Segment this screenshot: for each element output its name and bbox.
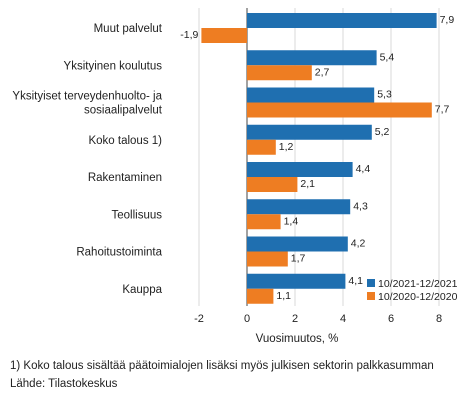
- x-tick-label: -2: [194, 313, 204, 325]
- bar: [247, 65, 312, 81]
- data-label: 2,7: [315, 66, 330, 78]
- bar: [201, 28, 247, 43]
- legend-swatch: [367, 292, 375, 300]
- x-tick-label: 8: [436, 313, 442, 325]
- data-label: -1,9: [180, 29, 198, 41]
- bar: [247, 139, 276, 155]
- x-axis-title: Vuosimuutos, %: [256, 333, 339, 345]
- bar: [247, 162, 353, 177]
- category-label: Koko talous 1): [88, 135, 162, 147]
- data-label: 4,3: [353, 200, 368, 212]
- x-tick-label: 6: [388, 313, 394, 325]
- data-label: 1,4: [284, 215, 299, 227]
- legend-swatch: [367, 279, 375, 287]
- bar: [247, 177, 298, 192]
- data-label: 5,2: [375, 126, 390, 138]
- footnote: 1) Koko talous sisältää päätoimialojen l…: [10, 360, 434, 372]
- category-label: Kauppa: [122, 284, 162, 296]
- bar: [247, 102, 432, 118]
- bar: [247, 288, 274, 304]
- bar: [247, 214, 281, 230]
- bar: [247, 199, 351, 215]
- x-tick-label: 4: [340, 313, 346, 325]
- category-label: Rakentaminen: [88, 172, 162, 184]
- data-label: 1,7: [291, 253, 306, 265]
- bar: [247, 124, 372, 140]
- bar: [247, 251, 288, 267]
- data-label: 1,2: [279, 141, 294, 153]
- data-label: 4,1: [348, 275, 363, 287]
- data-label: 1,1: [276, 290, 291, 302]
- data-label: 5,3: [377, 89, 392, 101]
- category-label: Yksityinen koulutus: [64, 60, 163, 72]
- bar: [247, 87, 375, 103]
- bar: [247, 13, 437, 28]
- bar: [247, 236, 348, 252]
- category-label: sosiaalipalvelut: [84, 105, 163, 117]
- source-note: Lähde: Tilastokeskus: [10, 378, 118, 390]
- bar: [247, 50, 377, 66]
- legend-label: 10/2020-12/2020: [378, 291, 458, 303]
- category-label: Teollisuus: [112, 209, 163, 221]
- bar: [247, 273, 346, 289]
- data-label: 4,2: [351, 238, 366, 250]
- data-label: 4,4: [356, 163, 371, 175]
- data-label: 5,4: [380, 51, 395, 63]
- bar-chart: 7,9 -1,9 Muut palvelut 5,4 2,7 Yksityinen kou…: [12, 8, 458, 345]
- legend-label: 10/2021-12/2021: [378, 278, 458, 290]
- data-label: 2,1: [300, 178, 315, 190]
- data-label: 7,7: [435, 104, 450, 116]
- category-label: Yksityiset terveydenhuolto- ja: [12, 91, 162, 103]
- category-label: Muut palvelut: [94, 23, 163, 35]
- data-label: 7,9: [440, 14, 455, 26]
- category-label: Rahoitustoiminta: [76, 247, 162, 259]
- x-tick-label: 0: [244, 313, 250, 325]
- x-tick-label: 2: [292, 313, 298, 325]
